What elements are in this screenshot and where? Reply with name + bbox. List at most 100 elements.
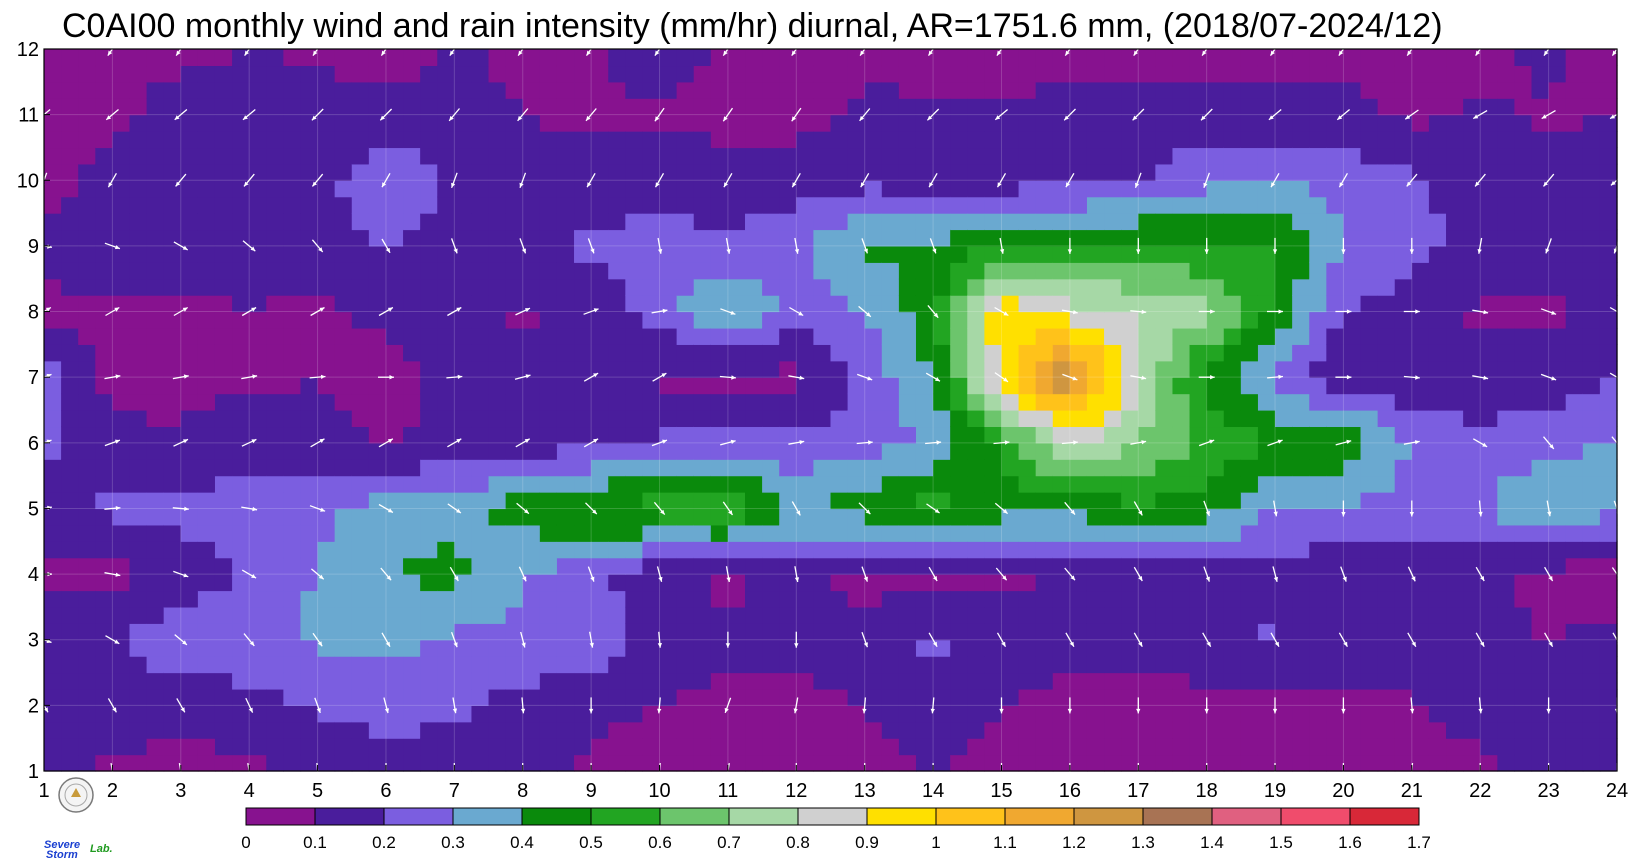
heat-cell xyxy=(1548,180,1567,198)
heat-cell xyxy=(1377,541,1396,559)
heat-cell xyxy=(1343,442,1362,460)
heat-cell xyxy=(1360,114,1379,132)
heat-cell xyxy=(693,196,712,214)
heat-cell xyxy=(1104,475,1122,493)
heat-cell xyxy=(249,688,267,706)
heat-cell xyxy=(574,327,592,345)
heat-cell xyxy=(1086,131,1105,149)
heat-cell xyxy=(625,524,644,542)
heat-cell xyxy=(1121,196,1139,214)
heat-cell xyxy=(933,393,951,411)
heat-cell xyxy=(1104,721,1122,739)
heat-cell xyxy=(556,213,575,231)
heat-cell xyxy=(779,475,797,493)
heat-cell xyxy=(1377,49,1396,67)
heat-cell xyxy=(1257,705,1276,723)
heat-cell xyxy=(1377,410,1396,428)
heat-cell xyxy=(1565,344,1584,362)
colorbar-label: 1.6 xyxy=(1338,833,1362,852)
heat-cell xyxy=(1343,524,1362,542)
heat-cell xyxy=(1223,131,1242,149)
heat-cell xyxy=(642,623,661,641)
heat-cell xyxy=(676,672,695,690)
heat-cell xyxy=(385,738,404,756)
heat-cell xyxy=(437,590,455,608)
heat-cell xyxy=(915,721,934,739)
heat-cell xyxy=(1172,688,1191,706)
wind-arrow xyxy=(243,173,255,187)
heat-cell xyxy=(1138,278,1156,296)
heat-cell xyxy=(1206,606,1225,624)
heat-cell xyxy=(796,492,814,510)
heat-cell xyxy=(163,262,182,280)
heat-cell xyxy=(505,278,524,296)
heat-cell xyxy=(368,377,387,395)
heat-cell xyxy=(950,180,968,198)
heat-cell xyxy=(727,81,746,99)
heat-cell xyxy=(898,213,917,231)
heat-cell xyxy=(676,705,695,723)
heat-cell xyxy=(334,524,353,542)
heat-cell xyxy=(1275,541,1293,559)
heat-cell xyxy=(1240,459,1259,477)
heat-cell xyxy=(78,262,96,280)
heat-cell xyxy=(1309,639,1327,657)
heat-cell xyxy=(1446,180,1464,198)
heat-cell xyxy=(574,738,592,756)
heat-cell xyxy=(146,377,165,395)
heat-cell xyxy=(317,114,336,132)
heat-cell xyxy=(710,656,729,674)
heat-cell xyxy=(1394,163,1413,181)
heat-cell xyxy=(693,344,712,362)
heat-cell xyxy=(625,180,644,198)
heat-cell xyxy=(146,410,165,428)
heat-cell xyxy=(625,147,644,165)
heat-cell xyxy=(642,295,661,313)
heat-cell xyxy=(574,557,592,575)
heat-cell xyxy=(95,442,113,460)
heat-cell xyxy=(1428,541,1447,559)
heat-cell xyxy=(44,377,62,395)
heat-cell xyxy=(710,360,729,378)
heat-cell xyxy=(1394,442,1413,460)
heat-cell xyxy=(1599,508,1618,526)
heat-cell xyxy=(1514,81,1533,99)
heat-cell xyxy=(847,590,866,608)
heat-cell xyxy=(1035,180,1054,198)
heat-cell xyxy=(779,377,797,395)
heat-cell xyxy=(950,311,968,329)
heat-cell xyxy=(163,524,182,542)
heat-cell xyxy=(1548,672,1567,690)
wind-arrow xyxy=(927,304,939,319)
heat-cell xyxy=(1069,475,1088,493)
heat-cell xyxy=(898,738,917,756)
y-tick-label: 1 xyxy=(28,761,39,783)
heat-cell xyxy=(1343,574,1362,592)
heat-cell xyxy=(1223,262,1242,280)
heat-cell xyxy=(1121,623,1139,641)
heat-cell xyxy=(796,656,814,674)
heat-cell xyxy=(1480,163,1498,181)
heat-cell xyxy=(163,229,182,247)
heat-cell xyxy=(1343,229,1362,247)
heat-cell xyxy=(642,410,661,428)
heat-cell xyxy=(796,311,814,329)
heat-cell xyxy=(539,114,558,132)
heat-cell xyxy=(1086,262,1105,280)
heat-cell xyxy=(454,492,473,510)
heat-cell xyxy=(1172,738,1191,756)
heat-cell xyxy=(112,245,131,263)
heat-cell xyxy=(881,360,900,378)
heat-cell xyxy=(1377,262,1396,280)
heat-cell xyxy=(522,311,541,329)
heat-cell xyxy=(659,81,678,99)
heat-cell xyxy=(1018,393,1037,411)
heat-cell xyxy=(232,311,250,329)
heat-cell xyxy=(1582,262,1601,280)
heat-cell xyxy=(830,377,849,395)
heat-cell xyxy=(967,98,985,116)
heat-cell xyxy=(420,163,438,181)
heat-cell xyxy=(1104,623,1122,641)
heat-cell xyxy=(283,327,302,345)
heat-cell xyxy=(522,721,541,739)
